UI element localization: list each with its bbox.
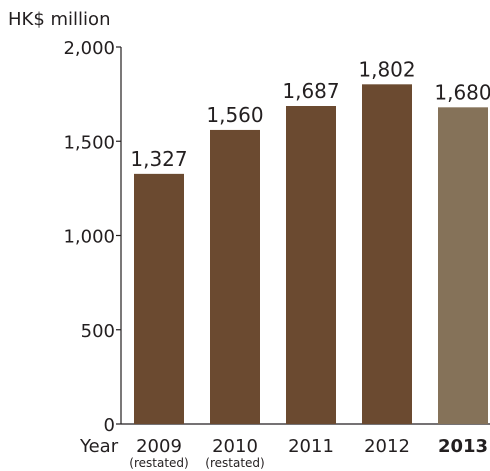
x-axis-label: Year [79, 436, 119, 457]
bar-2009 [134, 173, 184, 424]
y-axis-label: HK$ million [8, 9, 110, 30]
y-tick-label: 1,000 [63, 227, 115, 248]
x-tick-label: 2011 [288, 436, 334, 457]
data-label: 1,560 [206, 103, 263, 127]
bar-2013 [438, 107, 488, 424]
x-tick-label: 2013 [438, 436, 488, 457]
y-tick-label: 1,500 [63, 132, 115, 153]
axis-layer: 0 500 1,000 1,500 2,000 [63, 38, 490, 436]
y-tick-label: 500 [81, 321, 115, 342]
bar-2011 [286, 106, 336, 425]
x-tick-label: 2012 [364, 436, 410, 457]
y-tick-label: 2,000 [63, 38, 115, 59]
bar-2012 [362, 84, 412, 424]
data-label: 1,327 [130, 147, 187, 171]
x-tick-note: (restated) [129, 456, 188, 470]
bar-layer [134, 84, 488, 425]
x-tick-label: 2009 [136, 436, 182, 457]
data-label: 1,687 [282, 79, 339, 103]
x-tick-label: 2010 [212, 436, 258, 457]
x-tick-note: (restated) [205, 456, 264, 470]
data-label: 1,802 [358, 57, 415, 81]
data-label: 1,680 [434, 80, 490, 104]
bar-2010 [210, 129, 260, 424]
label-layer: 1,3272009(restated)1,5602010(restated)1,… [129, 57, 490, 470]
y-tick-label: 0 [104, 415, 115, 436]
